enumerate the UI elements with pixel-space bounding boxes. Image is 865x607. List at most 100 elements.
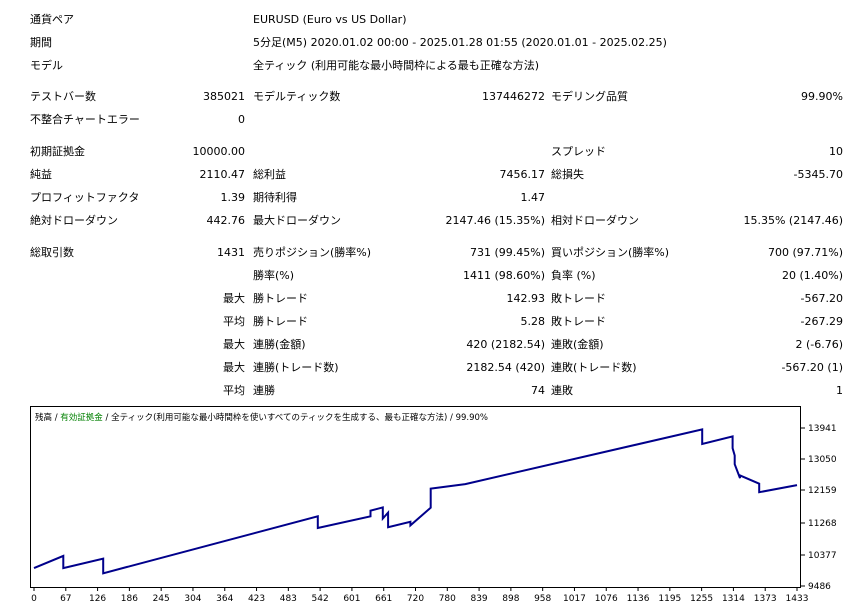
y-tick-label: 13941 — [808, 424, 837, 434]
gross-profit-label: 総利益 — [253, 168, 286, 181]
consec-wins-count-value: 2182.54 (420) — [466, 361, 545, 374]
x-tick-label: 1314 — [722, 594, 745, 604]
x-tick-label: 186 — [121, 594, 138, 604]
x-tick-label: 423 — [248, 594, 265, 604]
relative-drawdown-label: 相対ドローダウン — [551, 214, 639, 227]
period-label: 期間 — [30, 36, 52, 49]
x-tick-label: 364 — [216, 594, 233, 604]
long-positions-value: 700 (97.71%) — [767, 246, 843, 259]
consec-losses-count-label: 連敗(トレード数) — [551, 361, 637, 374]
avg-loss-label: 敗トレード — [551, 315, 606, 328]
net-profit-label: 純益 — [30, 168, 52, 181]
avg-win-label: 勝トレード — [253, 315, 308, 328]
y-tick-label: 10377 — [808, 551, 837, 561]
avg-consec-wins-label: 連勝 — [253, 384, 275, 397]
model-label: モデル — [30, 59, 63, 72]
max-win-value: 142.93 — [506, 292, 546, 305]
bars-label: テストバー数 — [30, 90, 96, 103]
x-axis: 0 67 126 186 245 304 364 423 483 542 601 661 720 780 8… — [31, 587, 808, 604]
ticks-label: モデルティック数 — [253, 90, 341, 103]
expected-payoff-value: 1.47 — [520, 191, 546, 204]
gross-profit-value: 7456.17 — [499, 168, 546, 181]
y-axis: 13941 13050 12159 11268 10377 9486 — [800, 424, 837, 592]
mismatch-label: 不整合チャートエラー — [30, 113, 140, 126]
x-tick-label: 1136 — [627, 594, 650, 604]
long-positions-label: 買いポジション(勝率%) — [551, 246, 670, 259]
profit-factor-value: 1.39 — [220, 191, 246, 204]
legend-quality: 99.90% — [456, 413, 488, 423]
gross-loss-value: -5345.70 — [793, 168, 843, 181]
net-profit-value: 2110.47 — [199, 168, 246, 181]
consec-wins-count-label: 連勝(トレード数) — [253, 361, 339, 374]
consec-wins-money-value: 420 (2182.54) — [466, 338, 545, 351]
total-trades-label: 総取引数 — [30, 246, 74, 259]
x-tick-label: 1017 — [563, 594, 586, 604]
spread-value: 10 — [829, 145, 843, 158]
x-tick-label: 0 — [31, 594, 37, 604]
max-drawdown-label: 最大ドローダウン — [253, 214, 341, 227]
x-tick-label: 661 — [375, 594, 392, 604]
win-rate-value: 1411 (98.60%) — [462, 269, 545, 282]
y-tick-label: 13050 — [808, 455, 837, 465]
quality-value: 99.90% — [801, 90, 843, 103]
deposit-label: 初期証拠金 — [30, 145, 85, 158]
consec-losses-money-label: 連敗(金額) — [551, 338, 604, 351]
model-value: 全ティック (利用可能な最小時間枠による最も正確な方法) — [253, 59, 540, 72]
consec-wins-money-label: 連勝(金額) — [253, 338, 306, 351]
y-tick-label: 9486 — [808, 582, 831, 592]
x-tick-label: 780 — [439, 594, 456, 604]
symbol-value: EURUSD (Euro vs US Dollar) — [253, 13, 407, 26]
x-tick-label: 245 — [153, 594, 170, 604]
period-value: 5分足(M5) 2020.01.02 00:00 - 2025.01.28 01… — [253, 36, 667, 49]
avg-consec-losses-value: 1 — [836, 384, 843, 397]
x-tick-label: 1076 — [595, 594, 618, 604]
expected-payoff-label: 期待利得 — [253, 191, 297, 204]
short-positions-value: 731 (99.45%) — [469, 246, 545, 259]
y-tick-label: 12159 — [808, 486, 837, 496]
gross-loss-label: 総損失 — [551, 168, 584, 181]
quality-label: モデリング品質 — [551, 90, 628, 103]
mismatch-value: 0 — [238, 113, 245, 126]
loss-rate-value: 20 (1.40%) — [781, 269, 843, 282]
absolute-drawdown-label: 絶対ドローダウン — [30, 214, 118, 227]
legend-balance: 残高 — [35, 412, 52, 423]
total-trades-value: 1431 — [217, 246, 245, 259]
consec-losses-money-value: 2 (-6.76) — [795, 338, 843, 351]
deposit-value: 10000.00 — [192, 145, 246, 158]
loss-rate-label: 負率 (%) — [551, 269, 596, 282]
legend-separator: / — [103, 413, 111, 423]
balance-line — [33, 428, 798, 575]
chart-series — [33, 428, 798, 575]
x-tick-label: 720 — [407, 594, 424, 604]
avg-win-value: 5.28 — [520, 315, 546, 328]
max-loss-value: -567.20 — [800, 292, 843, 305]
x-tick-label: 67 — [60, 594, 71, 604]
ticks-value: 137446272 — [482, 90, 545, 103]
profit-factor-label: プロフィットファクタ — [30, 191, 140, 204]
x-tick-label: 126 — [89, 594, 106, 604]
consec-losses-count-value: -567.20 (1) — [781, 361, 843, 374]
relative-drawdown-value: 15.35% (2147.46) — [743, 214, 843, 227]
legend-separator: / — [52, 413, 60, 423]
legend-model: 全ティック(利用可能な最小時間枠を使いすべてのティックを生成する、最も正確な方法… — [111, 412, 447, 423]
avg-prefix: 平均 — [223, 384, 245, 397]
chart-legend: 残高 / 有効証拠金 / 全ティック(利用可能な最小時間枠を使いすべてのティック… — [35, 412, 488, 423]
max-prefix: 最大 — [223, 361, 245, 374]
max-prefix: 最大 — [223, 292, 245, 305]
avg-consec-wins-value: 74 — [531, 384, 545, 397]
spread-label: スプレッド — [551, 145, 606, 158]
avg-loss-value: -267.29 — [800, 315, 843, 328]
x-tick-label: 542 — [312, 594, 329, 604]
legend-separator: / — [447, 413, 455, 423]
short-positions-label: 売りポジション(勝率%) — [253, 246, 372, 259]
x-tick-label: 1255 — [690, 594, 713, 604]
x-tick-label: 1195 — [658, 594, 681, 604]
x-tick-label: 1373 — [754, 594, 777, 604]
max-win-label: 勝トレード — [253, 292, 308, 305]
x-tick-label: 898 — [502, 594, 519, 604]
x-tick-label: 304 — [184, 594, 201, 604]
bars-value: 385021 — [203, 90, 245, 103]
win-rate-label: 勝率(%) — [253, 269, 295, 282]
avg-consec-losses-label: 連敗 — [551, 384, 573, 397]
x-tick-label: 958 — [534, 594, 551, 604]
